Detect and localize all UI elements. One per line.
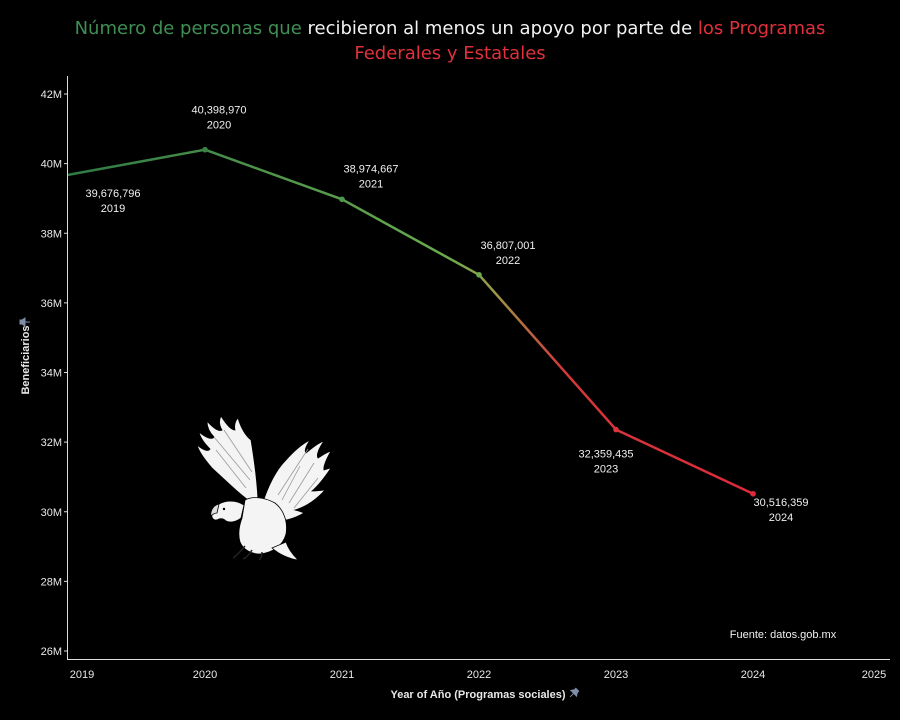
y-tick-label: 26M <box>41 646 62 658</box>
x-tick-label: 2021 <box>330 669 354 681</box>
x-tick-label: 2023 <box>604 669 628 681</box>
data-points <box>202 146 756 497</box>
x-tick-label: 2019 <box>70 669 94 681</box>
y-tick-label: 42M <box>41 89 62 101</box>
data-label-year: 2020 <box>207 120 231 132</box>
x-axis-ticks: 2019 2020 2021 2022 2023 2024 2025 <box>70 669 886 681</box>
data-label-year: 2021 <box>359 178 383 190</box>
title-part-white: recibieron al menos un apoyo por parte d… <box>307 18 693 39</box>
pin-icon[interactable] <box>19 317 30 327</box>
data-point[interactable] <box>476 271 482 278</box>
y-axis-ticks: 26M 28M 30M 32M 34M 36M 38M 40M 42M <box>41 89 68 658</box>
y-tick-label: 38M <box>41 228 62 240</box>
y-tick-label: 34M <box>41 368 62 380</box>
data-point[interactable] <box>339 196 345 203</box>
x-tick-label: 2024 <box>741 669 765 681</box>
data-label-value: 30,516,359 <box>753 497 808 509</box>
data-label-year: 2024 <box>769 512 793 524</box>
data-label-value: 36,807,001 <box>480 240 535 252</box>
x-tick-label: 2020 <box>193 669 217 681</box>
y-axis-title: Beneficiarios <box>20 325 32 394</box>
data-label-value: 38,974,667 <box>343 163 398 175</box>
eagle-icon <box>196 415 332 561</box>
data-point[interactable] <box>750 490 756 497</box>
x-tick-label: 2022 <box>467 669 491 681</box>
x-axis-title: Year of Año (Programas sociales) <box>390 689 565 701</box>
y-tick-label: 40M <box>41 159 62 171</box>
title-part-green: Número de personas que <box>74 18 302 39</box>
chart-title: Número de personas que recibieron al men… <box>40 16 860 66</box>
data-label-year: 2022 <box>496 255 520 267</box>
data-label-value: 40,398,970 <box>191 105 246 117</box>
data-labels: 39,676,796 2019 40,398,970 2020 38,974,667 20… <box>85 105 808 524</box>
source-note: Fuente: datos.gob.mx <box>730 629 837 641</box>
series-line <box>67 148 754 495</box>
pin-icon[interactable] <box>567 687 580 700</box>
y-tick-label: 32M <box>41 437 62 449</box>
x-tick-label: 2025 <box>862 669 886 681</box>
y-tick-label: 30M <box>41 507 62 519</box>
data-label-year: 2023 <box>594 464 618 476</box>
y-axis-title-group: Beneficiarios <box>20 325 32 394</box>
data-label-year: 2019 <box>101 203 125 215</box>
data-point[interactable] <box>202 146 208 153</box>
data-point[interactable] <box>613 426 619 433</box>
data-label-value: 32,359,435 <box>578 449 633 461</box>
title-part-red: los Programas Federales y Estatales <box>354 18 826 64</box>
data-label-value: 39,676,796 <box>85 188 140 200</box>
y-tick-label: 36M <box>41 298 62 310</box>
y-tick-label: 28M <box>41 576 62 588</box>
